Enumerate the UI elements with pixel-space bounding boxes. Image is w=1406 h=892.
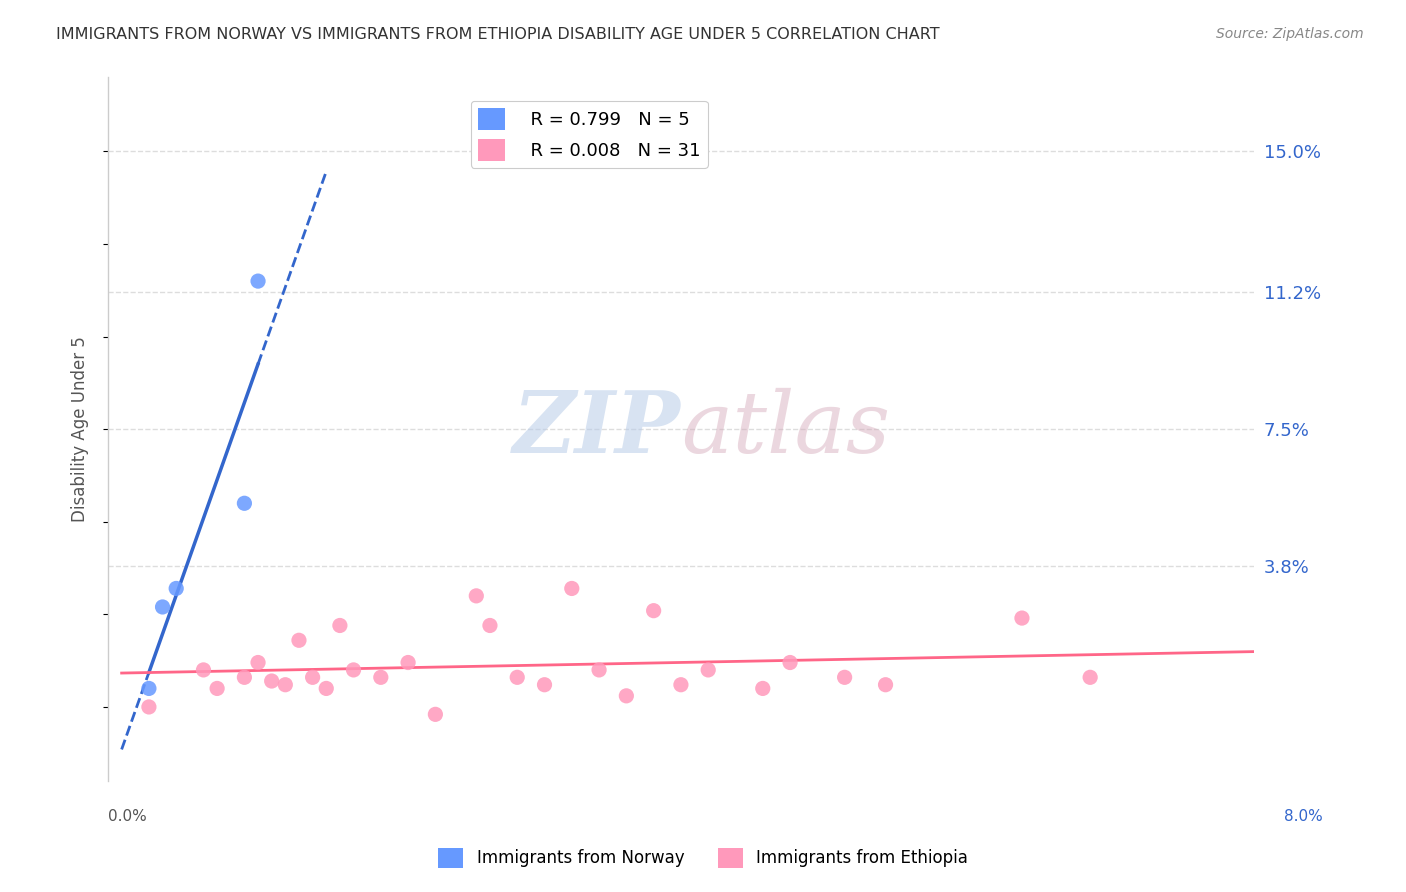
Point [193, 663, 215, 677]
Y-axis label: Disability Age Under 5: Disability Age Under 5 [72, 336, 89, 522]
Point [247, 274, 270, 288]
Point [152, 599, 174, 614]
Point [329, 618, 352, 632]
Point [506, 670, 529, 684]
Legend:   R = 0.799   N = 5,   R = 0.008   N = 31: R = 0.799 N = 5, R = 0.008 N = 31 [471, 101, 709, 168]
Point [274, 678, 297, 692]
Point [533, 678, 555, 692]
Point [233, 496, 256, 510]
Point [425, 707, 447, 722]
Point [779, 656, 801, 670]
Point [614, 689, 637, 703]
Text: IMMIGRANTS FROM NORWAY VS IMMIGRANTS FROM ETHIOPIA DISABILITY AGE UNDER 5 CORREL: IMMIGRANTS FROM NORWAY VS IMMIGRANTS FRO… [56, 27, 939, 42]
Point [478, 618, 501, 632]
Point [1078, 670, 1101, 684]
Legend: Immigrants from Norway, Immigrants from Ethiopia: Immigrants from Norway, Immigrants from … [432, 841, 974, 875]
Text: Source: ZipAtlas.com: Source: ZipAtlas.com [1216, 27, 1364, 41]
Point [875, 678, 897, 692]
Point [561, 582, 583, 596]
Point [370, 670, 392, 684]
Point [396, 656, 419, 670]
Point [697, 663, 720, 677]
Point [752, 681, 775, 696]
Point [288, 633, 311, 648]
Text: 8.0%: 8.0% [1284, 809, 1323, 824]
Point [165, 582, 187, 596]
Point [1011, 611, 1033, 625]
Point [247, 656, 270, 670]
Point [342, 663, 364, 677]
Point [834, 670, 856, 684]
Point [205, 681, 228, 696]
Point [301, 670, 323, 684]
Point [669, 678, 692, 692]
Point [138, 681, 160, 696]
Point [465, 589, 488, 603]
Point [588, 663, 610, 677]
Point [233, 670, 256, 684]
Text: 0.0%: 0.0% [108, 809, 146, 824]
Point [260, 673, 283, 688]
Point [643, 604, 665, 618]
Point [138, 700, 160, 714]
Text: ZIP: ZIP [513, 387, 681, 471]
Point [315, 681, 337, 696]
Text: atlas: atlas [681, 388, 890, 471]
